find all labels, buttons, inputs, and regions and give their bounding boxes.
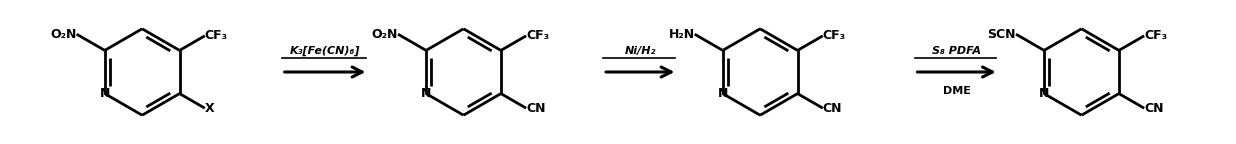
Text: K₃[Fe(CN)₆]: K₃[Fe(CN)₆] [289, 46, 361, 56]
Text: N: N [1039, 87, 1049, 100]
Text: CN: CN [823, 102, 842, 115]
Text: CF₃: CF₃ [823, 29, 845, 42]
Text: SCN: SCN [988, 28, 1016, 41]
Text: Ni/H₂: Ni/H₂ [624, 46, 656, 56]
Text: N: N [421, 87, 431, 100]
Text: CF₃: CF₃ [527, 29, 549, 42]
Text: S₈ PDFA: S₈ PDFA [932, 46, 981, 56]
Text: O₂N: O₂N [372, 28, 398, 41]
Text: N: N [718, 87, 728, 100]
Text: N: N [100, 87, 110, 100]
Text: CN: CN [1145, 102, 1163, 115]
Text: CF₃: CF₃ [1145, 29, 1167, 42]
Text: CF₃: CF₃ [205, 29, 227, 42]
Text: O₂N: O₂N [51, 28, 77, 41]
Text: H₂N: H₂N [669, 28, 695, 41]
Text: CN: CN [527, 102, 545, 115]
Text: X: X [205, 102, 214, 115]
Text: DME: DME [943, 86, 970, 96]
